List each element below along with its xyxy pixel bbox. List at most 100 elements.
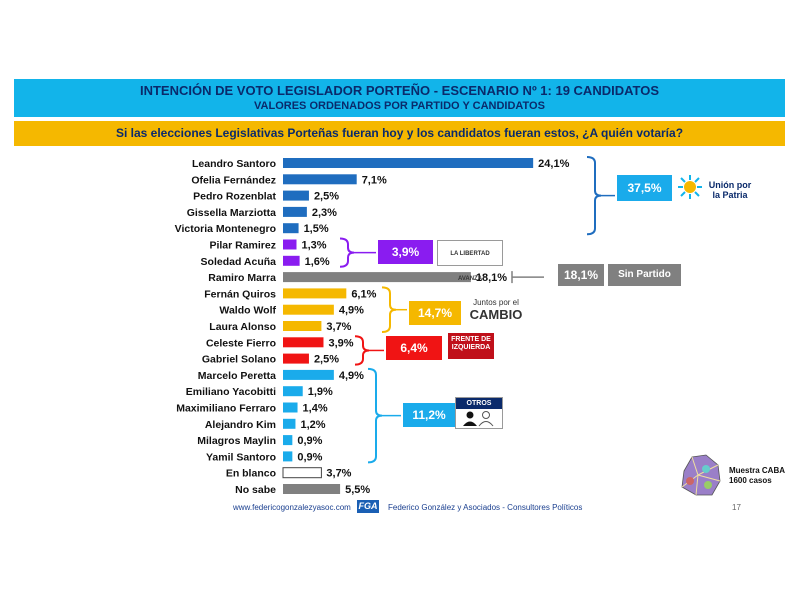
bar — [283, 435, 293, 446]
bar — [283, 321, 322, 331]
bar — [282, 467, 322, 479]
value-label: 1,6% — [305, 256, 330, 268]
logo-izquierda: FRENTE DE IZQUIERDA — [448, 333, 494, 359]
chart-subtitle: VALORES ORDENADOS POR PARTIDO Y CANDIDAT… — [254, 100, 545, 112]
category-label: Pedro Rozenblat — [193, 191, 276, 203]
logo-otros: OTROS — [455, 397, 503, 429]
bar — [283, 174, 357, 185]
page-number: 17 — [732, 503, 741, 512]
value-label: 0,9% — [297, 435, 322, 447]
logo-cambio-top: Juntos por el — [473, 298, 519, 307]
sin-partido-label: Sin Partido — [608, 264, 681, 286]
logo-libertad: LA LIBERTAD AVANZA — [437, 240, 503, 282]
value-label: 24,1% — [538, 158, 569, 170]
chart-title: INTENCIÓN DE VOTO LEGISLADOR PORTEÑO - E… — [139, 83, 660, 98]
value-label: 1,5% — [304, 223, 329, 235]
group-bracket — [586, 156, 602, 236]
value-label: 4,9% — [339, 305, 364, 317]
bar — [283, 337, 324, 348]
logo-cambio-bottom: CAMBIO — [469, 307, 523, 322]
logo-otros-label: OTROS — [456, 398, 502, 409]
group-bracket — [367, 367, 383, 464]
logo-patria: Unión por la Patria — [675, 172, 755, 202]
bar — [283, 484, 341, 494]
fga-logo: FGA — [357, 500, 379, 513]
value-label: 3,9% — [328, 337, 353, 349]
footer-company: Federico González y Asociados - Consulto… — [388, 503, 583, 512]
bar — [283, 190, 309, 201]
group-total-patria: 37,5% — [617, 175, 672, 201]
logo-libertad-text: LA LIBERTAD AVANZA — [450, 251, 490, 282]
category-label: Maximiliano Ferraro — [176, 403, 276, 415]
caba-map-icon — [681, 454, 721, 496]
group-total-cambio-value: 14,7% — [417, 306, 453, 320]
sin-partido-label-text: Sin Partido — [618, 269, 671, 280]
bar — [283, 353, 309, 364]
value-label: 3,7% — [326, 321, 351, 333]
bar — [283, 418, 296, 429]
category-label: No sabe — [235, 484, 276, 496]
category-label: Ramiro Marra — [208, 272, 276, 284]
bar — [283, 239, 297, 250]
sample-line-2: 1600 casos — [729, 476, 772, 485]
group-bracket — [354, 335, 370, 366]
category-label: En blanco — [226, 468, 276, 480]
logo-cambio: Juntos por el CAMBIO — [465, 298, 527, 326]
category-label: Leandro Santoro — [192, 158, 276, 170]
value-label: 2,3% — [312, 207, 337, 219]
value-label: 1,9% — [308, 386, 333, 398]
value-label: 2,5% — [314, 354, 339, 366]
footer-website[interactable]: www.federicogonzalezyasoc.com — [233, 503, 351, 512]
category-label: Alejandro Kim — [205, 419, 276, 431]
category-label: Soledad Acuña — [201, 256, 277, 268]
category-label: Marcelo Peretta — [198, 370, 276, 382]
group-total-otros-value: 11,2% — [412, 408, 446, 422]
bar — [283, 451, 293, 462]
bar — [283, 369, 334, 380]
value-label: 7,1% — [362, 174, 387, 186]
category-label: Victoria Montenegro — [175, 223, 276, 235]
value-label: 1,4% — [303, 403, 328, 415]
value-label: 2,5% — [314, 191, 339, 203]
group-bracket — [339, 237, 355, 268]
category-label: Milagros Maylin — [197, 435, 276, 447]
value-label: 5,5% — [345, 484, 370, 496]
category-label: Gissella Marziotta — [187, 207, 276, 219]
group-total-cambio: 14,7% — [409, 301, 461, 325]
category-label: Yamil Santoro — [206, 451, 276, 463]
category-label: Fernán Quiros — [204, 288, 276, 300]
title-band: INTENCIÓN DE VOTO LEGISLADOR PORTEÑO - E… — [14, 79, 785, 117]
sample-line-1: Muestra CABA — [729, 466, 786, 475]
group-total-sin-partido-value: 18,1% — [563, 268, 599, 282]
survey-question: Si las elecciones Legislativas Porteñas … — [115, 126, 684, 140]
bar — [283, 304, 334, 315]
logo-izquierda-text: FRENTE DE IZQUIERDA — [451, 336, 491, 351]
value-label: 1,2% — [300, 419, 325, 431]
group-total-libertad: 3,9% — [378, 240, 433, 264]
people-icon — [463, 411, 494, 427]
bar — [283, 402, 298, 413]
value-label: 1,3% — [301, 240, 326, 252]
group-bracket — [381, 286, 397, 333]
category-label: Waldo Wolf — [219, 305, 276, 317]
group-total-libertad-value: 3,9% — [391, 245, 420, 259]
bar — [283, 386, 303, 397]
category-label: Gabriel Solano — [202, 354, 276, 366]
category-label: Emiliano Yacobitti — [186, 386, 276, 398]
sample-info: Muestra CABA 1600 casos — [729, 466, 785, 486]
value-label: 4,9% — [339, 370, 364, 382]
question-band: Si las elecciones Legislativas Porteñas … — [14, 121, 785, 146]
value-label: 3,7% — [326, 468, 351, 480]
group-total-sin-partido: 18,1% — [558, 264, 604, 286]
group-total-izquierda-value: 6,4% — [400, 341, 428, 355]
value-label: 18,1% — [476, 272, 507, 284]
category-label: Ofelia Fernández — [191, 174, 276, 186]
logo-patria-text: Unión por la Patria — [708, 180, 752, 200]
bar — [283, 288, 347, 299]
category-label: Pilar Ramirez — [209, 240, 276, 252]
bar — [283, 206, 307, 217]
bar — [283, 255, 300, 266]
group-total-patria-value: 37,5% — [627, 181, 662, 195]
bar — [283, 272, 471, 283]
